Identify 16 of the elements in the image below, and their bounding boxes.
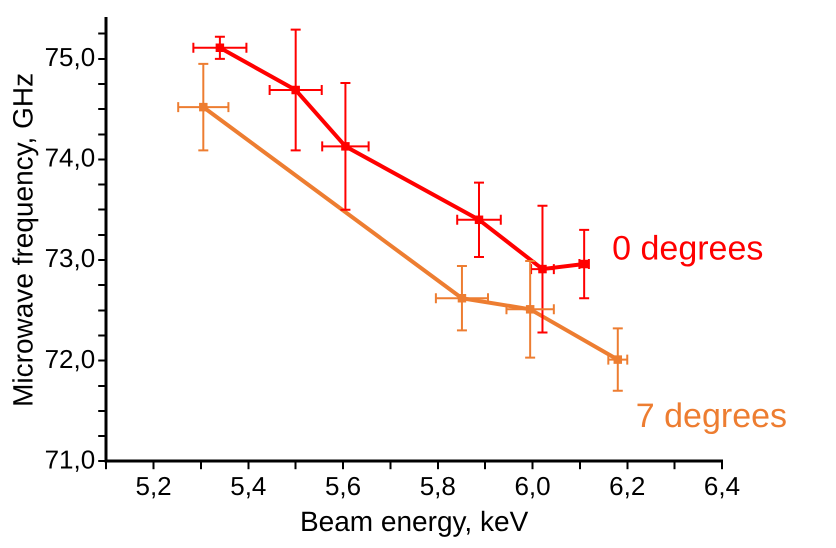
x-tick-label: 6,0 — [514, 470, 551, 501]
series-label: 0 degrees — [612, 229, 764, 268]
x-tick-label: 5,6 — [324, 470, 362, 501]
x-tick-label: 6,4 — [704, 470, 740, 501]
x-tick-label: 5,2 — [135, 470, 172, 501]
y-tick-label: 72,0 — [44, 344, 96, 374]
x-axis-title: Beam energy, keV — [300, 506, 529, 537]
x-tick-label: 5,8 — [420, 470, 456, 501]
y-tick-label: 75,0 — [44, 42, 96, 72]
x-tick-label: 6,2 — [609, 470, 646, 501]
y-tick-label: 74,0 — [44, 142, 96, 173]
y-tick-label: 71,0 — [44, 444, 96, 474]
series-label: 7 degrees — [636, 396, 788, 435]
y-axis-title: Microwave frequency, GHz — [8, 72, 39, 407]
x-tick-label: 5,4 — [230, 470, 266, 501]
y-tick-label: 73,0 — [44, 243, 96, 274]
